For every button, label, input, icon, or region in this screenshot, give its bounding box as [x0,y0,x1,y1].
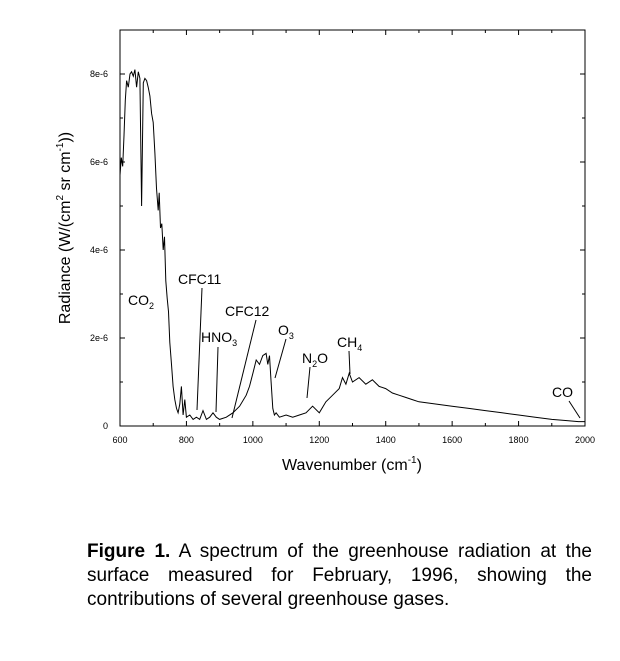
caption-text: A spectrum of the greenhouse radiation a… [87,541,593,610]
gas-leader-line [348,350,351,375]
gas-leader-line [568,400,581,419]
gas-leader-line [274,338,287,379]
x-tick-label: 1600 [442,435,462,445]
gas-label: N2O [302,350,328,369]
x-tick-label: 1200 [309,435,329,445]
gas-leader-line [306,366,311,399]
gas-label: CFC11 [178,271,222,287]
spectrum-series-line [119,69,585,423]
gas-label: CH4 [337,334,362,353]
gas-label: HNO3 [201,329,237,348]
caption-label: Figure 1. [87,541,171,562]
gas-label: CO [552,384,573,400]
x-tick-label: 1400 [376,435,396,445]
gas-leader-line [215,346,219,413]
x-axis-title: Wavenumber (cm-1) [282,455,422,474]
figure-caption: Figure 1. A spectrum of the greenhouse r… [87,540,592,612]
y-tick-label: 2e-6 [90,333,108,343]
spectrum-chart: 600 800 1000 1200 1400 1600 1800 2000 0 2e-6 4e-6 6… [55,29,595,474]
y-tick-label: 6e-6 [90,157,108,167]
gas-leader-line [231,319,257,419]
gas-annotations: CO2 CFC11 HNO3 CFC12 O3 N2O CH4 CO [128,271,581,419]
x-tick-label: 800 [179,435,194,445]
axis-tick-labels: 600 800 1000 1200 1400 1600 1800 2000 0 2e-6 4e-6 6… [90,69,595,445]
axis-ticks [119,29,586,427]
gas-leader-line [196,287,203,411]
gas-label: CFC12 [225,303,270,319]
gas-label: CO2 [128,292,154,311]
y-tick-label: 8e-6 [90,69,108,79]
y-tick-label: 0 [103,421,108,431]
x-tick-label: 600 [112,435,127,445]
y-tick-label: 4e-6 [90,245,108,255]
y-axis-title: Radiance (W/(cm2 sr cm-1)) [55,132,74,324]
x-tick-label: 1000 [243,435,263,445]
plot-frame [119,29,586,427]
x-tick-label: 2000 [575,435,595,445]
gas-label: O3 [278,322,294,341]
x-tick-label: 1800 [509,435,529,445]
